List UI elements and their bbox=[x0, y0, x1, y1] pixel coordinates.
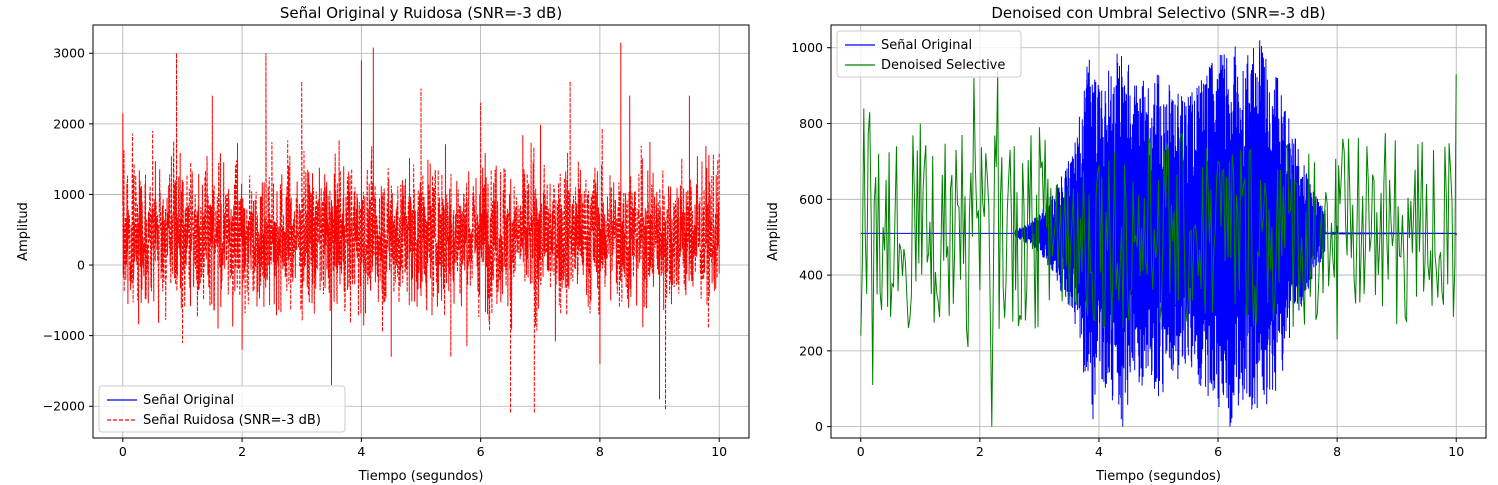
chart1-x-ticks: 0 2 4 6 8 10 bbox=[857, 438, 1464, 459]
chart0-x-ticks: 0 2 4 6 8 10 bbox=[119, 438, 727, 459]
chart0-y-axis-label: Amplitud bbox=[16, 202, 31, 261]
chart1-plot-area bbox=[860, 40, 1457, 427]
y-tick-label: −1000 bbox=[43, 328, 85, 343]
chart1-title: Denoised con Umbral Selectivo (SNR=-3 dB… bbox=[991, 4, 1325, 22]
y-tick-label: 3000 bbox=[53, 46, 85, 61]
chart0-legend-label-ruidosa: Señal Ruidosa (SNR=-3 dB) bbox=[143, 413, 321, 428]
chart1-legend-label-denoised: Denoised Selective bbox=[881, 58, 1005, 73]
chart1-legend-label-original: Señal Original bbox=[881, 38, 972, 53]
chart0-legend-label-original: Señal Original bbox=[143, 393, 234, 408]
x-tick-label: 2 bbox=[238, 444, 246, 459]
chart-original-ruidosa: 0 2 4 6 8 10 −2000 −1000 0 1000 2000 3000 Señal Or… bbox=[16, 4, 750, 484]
y-tick-label: 1000 bbox=[53, 187, 85, 202]
y-tick-label: −2000 bbox=[43, 399, 85, 414]
chart1-x-axis-label: Tiempo (segundos) bbox=[1095, 469, 1221, 484]
y-tick-label: 0 bbox=[815, 419, 823, 434]
series-line bbox=[122, 42, 720, 414]
chart1-axes-frame bbox=[830, 24, 1487, 439]
y-tick-label: 2000 bbox=[53, 116, 85, 131]
y-tick-label: 200 bbox=[799, 343, 823, 358]
x-tick-label: 0 bbox=[119, 444, 127, 459]
chart0-legend: Señal Original Señal Ruidosa (SNR=-3 dB) bbox=[98, 385, 346, 433]
x-tick-label: 4 bbox=[357, 444, 365, 459]
y-tick-label: 0 bbox=[77, 258, 85, 273]
series-line bbox=[860, 70, 1457, 427]
chart-denoised-selectivo: 0 2 4 6 8 10 0 200 400 600 800 1000 Denoised con U… bbox=[766, 4, 1487, 484]
chart1-legend-box bbox=[836, 30, 1022, 78]
chart0-axes-frame bbox=[92, 24, 750, 439]
chart0-legend-box bbox=[98, 385, 346, 433]
x-tick-label: 8 bbox=[1333, 444, 1341, 459]
y-tick-label: 600 bbox=[799, 192, 823, 207]
y-tick-label: 400 bbox=[799, 268, 823, 283]
x-tick-label: 2 bbox=[976, 444, 984, 459]
y-tick-label: 1000 bbox=[791, 40, 823, 55]
x-tick-label: 10 bbox=[1448, 444, 1464, 459]
x-tick-label: 6 bbox=[477, 444, 485, 459]
y-tick-label: 800 bbox=[799, 116, 823, 131]
chart0-plot-area bbox=[122, 42, 720, 414]
chart0-y-ticks: −2000 −1000 0 1000 2000 3000 bbox=[43, 46, 93, 414]
chart1-y-axis-label: Amplitud bbox=[766, 202, 781, 261]
chart1-y-ticks: 0 200 400 600 800 1000 bbox=[791, 40, 831, 434]
x-tick-label: 6 bbox=[1214, 444, 1222, 459]
chart0-title: Señal Original y Ruidosa (SNR=-3 dB) bbox=[280, 4, 562, 22]
x-tick-label: 10 bbox=[711, 444, 727, 459]
chart1-legend: Señal Original Denoised Selective bbox=[836, 30, 1022, 78]
x-tick-label: 4 bbox=[1095, 444, 1103, 459]
x-tick-label: 8 bbox=[596, 444, 604, 459]
x-tick-label: 0 bbox=[857, 444, 865, 459]
chart0-x-axis-label: Tiempo (segundos) bbox=[358, 469, 484, 484]
